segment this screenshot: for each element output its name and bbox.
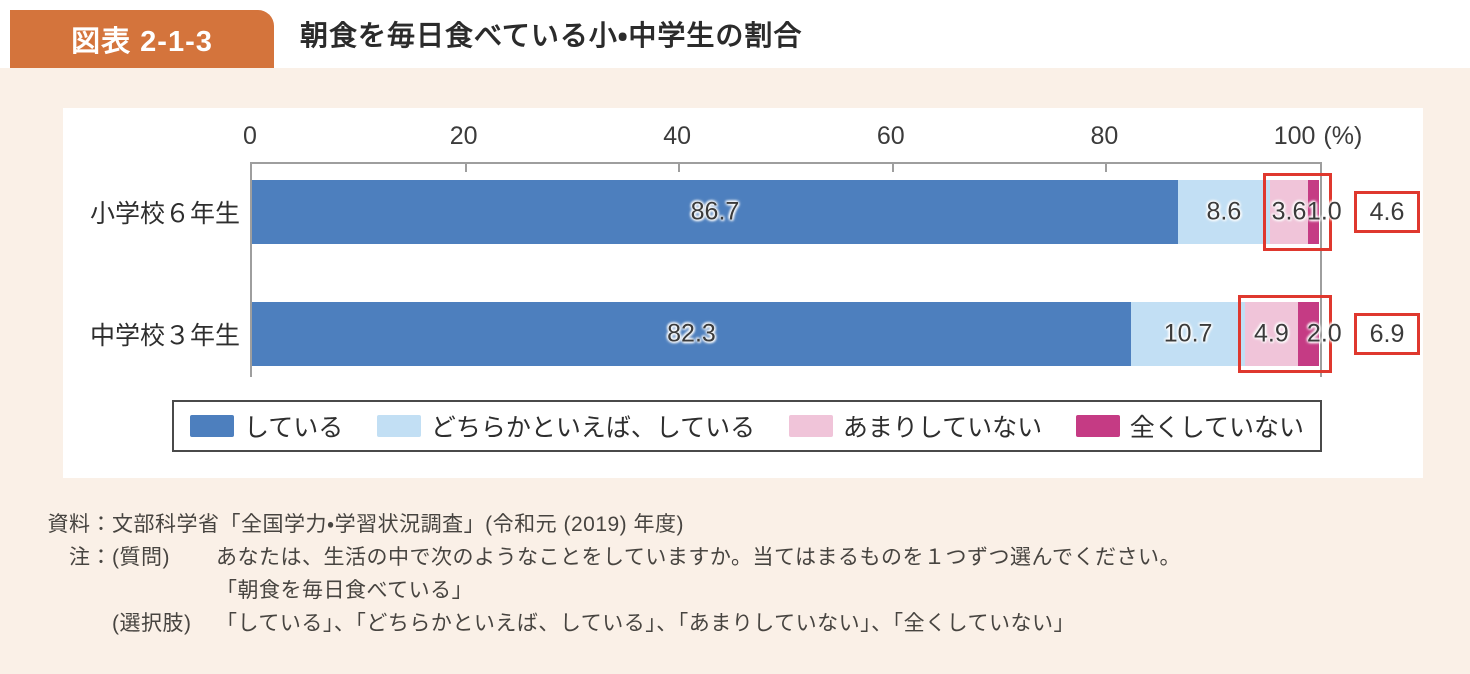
segment-value-label: 86.7 (690, 197, 740, 226)
bar-category-label: 小学校６年生 (89, 200, 240, 228)
source-text: 文部科学省「全国学力・学習状況調査」(令和元 (2019) 年度) (112, 513, 684, 536)
highlighted-sum-value: 4.6 (1354, 191, 1420, 233)
bar-segment-2 (1177, 180, 1270, 244)
legend-swatch (190, 415, 234, 437)
source-notes: 資料： 文部科学省「全国学力・学習状況調査」(令和元 (2019) 年度) 注：… (40, 508, 1181, 640)
question-quote: 「朝食を毎日食べている」 (216, 579, 474, 602)
legend-label: 全くしていない (1129, 414, 1304, 442)
legend-item: あまりしていない (788, 408, 1043, 444)
segment-value-label: 8.6 (1206, 197, 1242, 226)
legend-label: している (244, 414, 344, 442)
highlight-outline (1238, 295, 1332, 373)
legend-item: どちらかといえば、している (376, 408, 756, 444)
bar-track: 82.3 10.7 4.9 2.0 (252, 295, 1342, 373)
legend-swatch (376, 415, 421, 437)
segment-value-label: 1.0 (1306, 197, 1342, 226)
highlight-outline (1262, 173, 1332, 251)
legend-item: している (190, 408, 343, 444)
segment-value-label: 2.0 (1306, 319, 1342, 348)
axis-tickmark (1105, 164, 1108, 172)
axis-tickmark (678, 164, 681, 172)
x-axis-tick-labels: 0 20 40 60 80 100 (%) (243, 122, 1362, 156)
bar-segment-4 (1297, 302, 1319, 366)
segment-value-label: 82.3 (667, 319, 716, 348)
segment-value-label: 3.6 (1271, 197, 1307, 226)
legend-label: あまりしていない (842, 414, 1043, 442)
legend-item: 全くしていない (1075, 408, 1304, 444)
figure-header: 図表 2-1-3 朝食を毎日食べている小・中学生の割合 (0, 0, 1470, 68)
legend-swatch (1075, 415, 1120, 437)
legend-swatch (788, 415, 833, 437)
bar-segment-2 (1130, 302, 1246, 366)
highlighted-sum-value: 6.9 (1354, 313, 1420, 355)
x-axis-tick: 80 (1090, 122, 1119, 150)
source-label: 資料： (47, 513, 112, 536)
bar-segment-4 (1308, 180, 1319, 244)
bar-segment-3 (1269, 180, 1309, 244)
x-axis-tick: 20 (449, 122, 478, 150)
content-area: 0 20 40 60 80 100 (%) 小学校６年生 86.7 8.6 3.6 1.0 4.6 中学… (0, 68, 1470, 674)
figure-number-badge: 図表 2-1-3 (10, 10, 274, 68)
segment-value-label: 10.7 (1163, 319, 1213, 348)
question-text: あなたは、生活の中で次のようなことをしていますか。当てはまるものを１つずつ選んで… (216, 546, 1181, 569)
figure-title: 朝食を毎日食べている小・中学生の割合 (300, 20, 803, 51)
axis-unit-label: (%) (1323, 122, 1363, 150)
axis-tickmark (891, 164, 894, 172)
note-label: 注： (69, 546, 112, 569)
bar-track: 86.7 8.6 3.6 1.0 (252, 173, 1342, 251)
chart-card: 0 20 40 60 80 100 (%) 小学校６年生 86.7 8.6 3.6 1.0 4.6 中学… (63, 108, 1423, 478)
question-label: (質問) (112, 546, 170, 569)
segment-value-label: 4.9 (1254, 319, 1289, 348)
x-axis-tick: 40 (663, 122, 692, 150)
bar-segment-3 (1245, 302, 1298, 366)
legend-label: どちらかといえば、している (430, 414, 756, 442)
x-axis-tick: 0 (243, 122, 257, 150)
options-label: (選択肢) (112, 612, 192, 635)
options-text: 「している」、「どちらかといえば、している」、「あまりしていない」、「全くしてい… (216, 612, 1075, 635)
bar-segment-1 (252, 180, 1178, 244)
bar-category-label: 中学校３年生 (89, 322, 240, 350)
x-axis-tick: 100 (%) (1273, 122, 1363, 150)
bar-segment-1 (252, 302, 1131, 366)
plot-area: 小学校６年生 86.7 8.6 3.6 1.0 4.6 中学校３年生 82.3 10.7 4.9 2… (90, 162, 1420, 377)
axis-tickmark (464, 164, 467, 172)
x-axis-tick: 60 (876, 122, 905, 150)
legend: している どちらかといえば、している あまりしていない 全くしていない (172, 400, 1322, 452)
